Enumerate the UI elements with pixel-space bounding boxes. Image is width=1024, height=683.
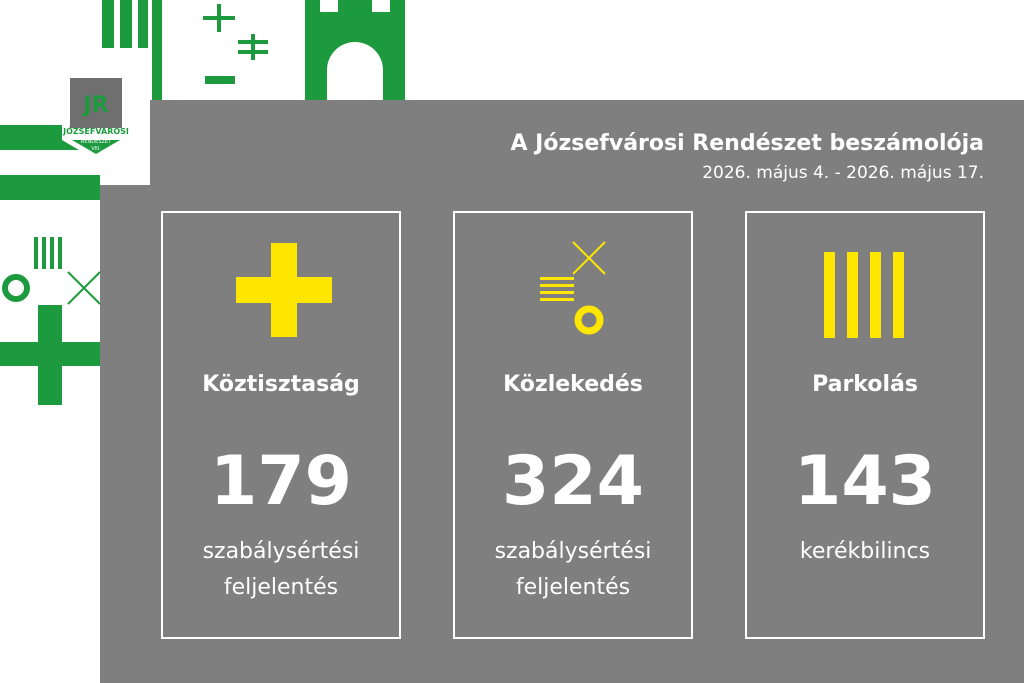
- panel: [100, 100, 1024, 683]
- card-description: kerékbilincs: [800, 539, 930, 564]
- card: [453, 211, 693, 639]
- card-value: 143: [794, 442, 936, 521]
- card: [161, 211, 401, 639]
- icon: [540, 241, 606, 335]
- card-value: 324: [502, 442, 644, 521]
- card-title: Parkolás: [812, 372, 918, 397]
- logo-name: JÓZSEFVÁROSI: [62, 125, 129, 136]
- logo-mark: JR: [81, 93, 108, 118]
- card-description: szabálysértési: [203, 539, 360, 564]
- logo-unit: RENDÉSZET: [81, 137, 112, 145]
- icon: [824, 252, 904, 338]
- logo: JR JÓZSEFVÁROSI RENDÉSZET VIII.: [62, 72, 130, 160]
- cards: Köztisztaság 179 szabálysértési feljelentés…: [161, 211, 985, 639]
- subtitle: 2026. május 4. - 2026. május 17.: [702, 163, 984, 183]
- card-description: szabálysértési: [495, 539, 652, 564]
- card-value: 179: [210, 442, 352, 521]
- logo-district: VIII.: [91, 146, 101, 152]
- card: [745, 211, 985, 639]
- card-description: feljelentés: [516, 575, 630, 600]
- card-description: feljelentés: [224, 575, 338, 600]
- title: A Józsefvárosi Rendészet beszámolója: [510, 131, 984, 156]
- card-title: Köztisztaság: [202, 372, 360, 397]
- card-title: Közlekedés: [503, 372, 643, 397]
- icon: [236, 243, 332, 337]
